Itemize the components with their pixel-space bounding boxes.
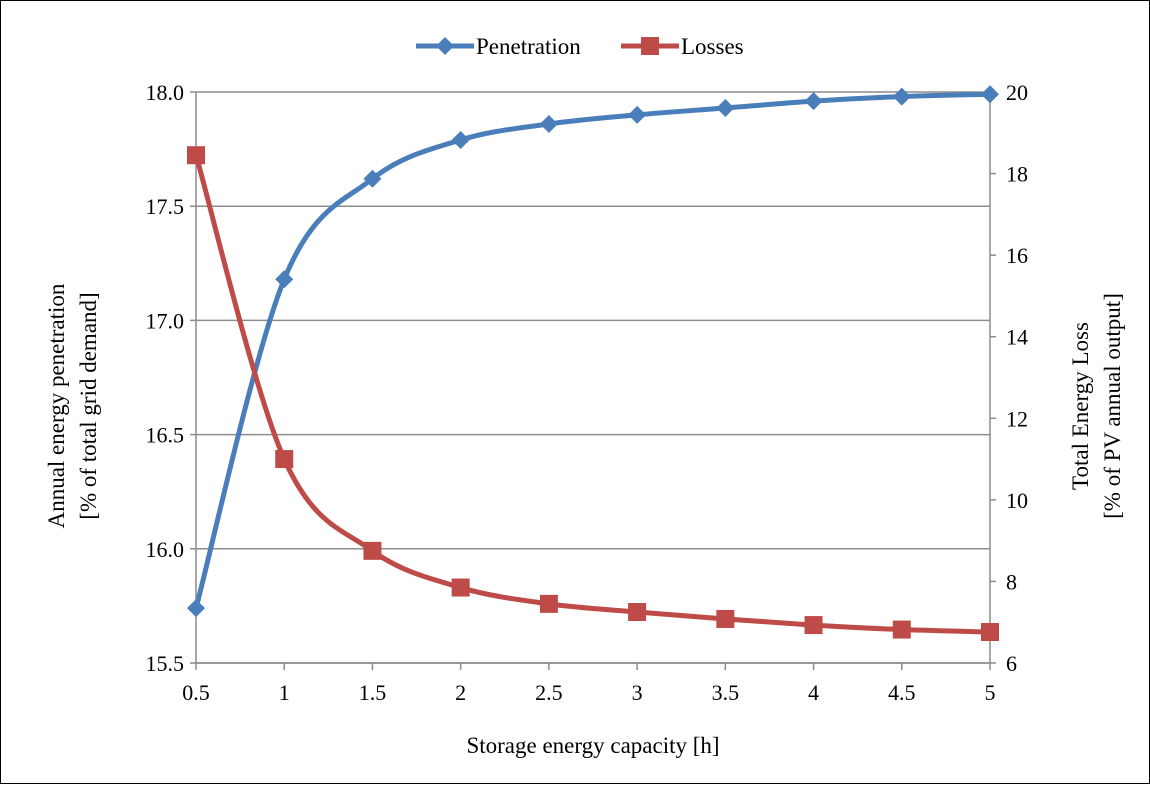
point-penetration	[363, 169, 382, 188]
left-axis-title-line-1: Annual energy penetration	[44, 283, 69, 528]
series-layer	[187, 85, 999, 642]
legend: Penetration Losses	[416, 34, 744, 59]
point-penetration	[451, 130, 470, 149]
legend-label-losses: Losses	[681, 34, 744, 59]
gridlines	[196, 91, 990, 664]
right-tick-label: 16	[1006, 243, 1028, 268]
x-tick-label: 0.5	[182, 680, 210, 705]
legend-item-penetration: Penetration	[416, 34, 581, 59]
left-axis-title-line-2: [% of total grid demand]	[76, 292, 101, 519]
point-penetration	[981, 85, 999, 104]
left-tick-label: 18.0	[146, 80, 185, 105]
left-tick-label: 16.5	[146, 423, 185, 448]
right-axis-ticks: 6 8 10 12 14 16 18 20	[990, 80, 1028, 676]
x-tick-label: 4.5	[888, 680, 916, 705]
point-penetration	[275, 270, 294, 289]
point-losses	[981, 623, 999, 642]
point-losses	[804, 616, 823, 635]
point-losses	[451, 578, 470, 597]
point-losses	[539, 594, 558, 613]
right-tick-label: 12	[1006, 406, 1028, 431]
right-tick-label: 20	[1006, 80, 1028, 105]
point-losses	[892, 620, 911, 639]
left-axis-ticks: 15.5 16.0 16.5 17.0 17.5 18.0	[146, 80, 196, 676]
x-axis-title: Storage energy capacity [h]	[466, 733, 719, 758]
point-losses	[275, 450, 294, 469]
x-tick-label: 3	[632, 680, 643, 705]
right-axis-title-line-1: Total Energy Loss	[1068, 322, 1093, 490]
right-tick-label: 10	[1006, 488, 1028, 513]
right-tick-label: 14	[1006, 325, 1028, 350]
legend-item-losses: Losses	[621, 34, 744, 59]
right-tick-label: 6	[1006, 651, 1017, 676]
left-tick-label: 15.5	[146, 651, 185, 676]
point-penetration	[804, 92, 823, 111]
point-penetration	[187, 599, 205, 618]
point-losses	[187, 146, 205, 165]
point-losses	[628, 603, 647, 622]
x-tick-label: 1.5	[359, 680, 387, 705]
point-penetration	[716, 98, 735, 117]
point-penetration	[628, 105, 647, 124]
x-tick-label: 1	[279, 680, 290, 705]
x-tick-label: 2.5	[535, 680, 563, 705]
point-penetration	[539, 114, 558, 133]
x-tick-label: 4	[808, 680, 819, 705]
left-tick-label: 17.0	[146, 308, 185, 333]
point-losses	[716, 609, 735, 628]
right-axis-title: Total Energy Loss [% of PV annual output…	[1068, 293, 1125, 519]
right-tick-label: 8	[1006, 569, 1017, 594]
left-tick-label: 16.0	[146, 537, 185, 562]
legend-label-penetration: Penetration	[476, 34, 581, 59]
point-penetration	[892, 87, 911, 106]
axes	[195, 92, 991, 664]
x-tick-label: 3.5	[712, 680, 740, 705]
left-axis-title: Annual energy penetration [% of total gr…	[44, 283, 101, 528]
legend-marker-losses	[641, 37, 659, 55]
right-tick-label: 18	[1006, 162, 1028, 187]
x-tick-label: 2	[455, 680, 466, 705]
x-axis-ticks: 0.5 1 1.5 2 2.5 3 3.5 4 4.5 5	[182, 663, 996, 705]
point-losses	[363, 541, 382, 560]
series-line-penetration	[193, 91, 991, 609]
left-tick-label: 17.5	[146, 194, 185, 219]
right-axis-title-line-2: [% of PV annual output]	[1100, 293, 1125, 519]
legend-marker-penetration	[436, 37, 454, 55]
x-tick-label: 5	[985, 680, 996, 705]
